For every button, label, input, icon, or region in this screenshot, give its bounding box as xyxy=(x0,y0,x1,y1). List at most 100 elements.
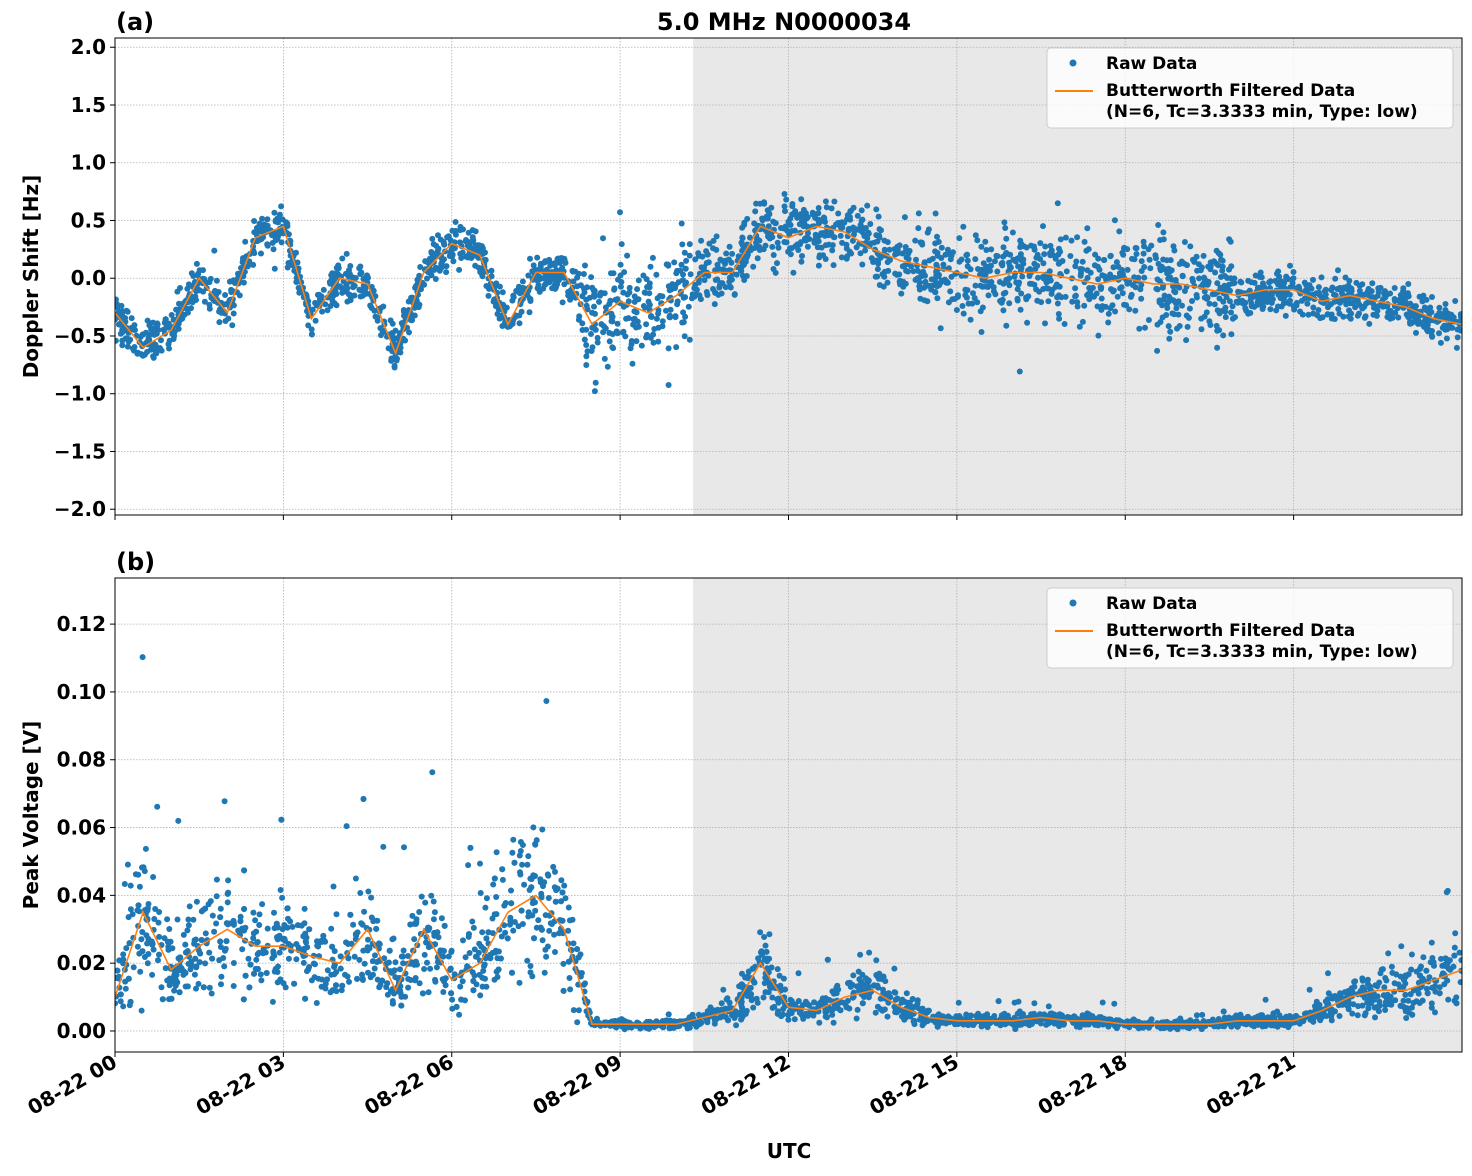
raw-data-point xyxy=(164,916,170,922)
raw-data-point xyxy=(621,269,627,275)
raw-data-point xyxy=(182,970,188,976)
raw-data-point xyxy=(1219,268,1225,274)
raw-data-point xyxy=(528,296,534,302)
raw-data-point xyxy=(380,304,386,310)
raw-data-point xyxy=(1393,971,1399,977)
raw-data-point xyxy=(517,869,523,875)
raw-data-point xyxy=(882,238,888,244)
raw-data-point xyxy=(954,307,960,313)
raw-data-point xyxy=(1095,264,1101,270)
raw-data-point xyxy=(775,966,781,972)
raw-data-point xyxy=(844,216,850,222)
raw-data-point xyxy=(356,287,362,293)
raw-data-point xyxy=(619,241,625,247)
raw-data-point xyxy=(1355,313,1361,319)
raw-data-point xyxy=(362,961,368,967)
raw-data-point xyxy=(214,893,220,899)
raw-data-point xyxy=(407,922,413,928)
raw-data-point xyxy=(1077,324,1083,330)
raw-data-point xyxy=(360,276,366,282)
raw-data-point xyxy=(859,262,865,268)
raw-data-point xyxy=(175,818,181,824)
raw-data-point xyxy=(1212,301,1218,307)
raw-data-point xyxy=(1348,316,1354,322)
raw-data-point xyxy=(303,940,309,946)
raw-data-point xyxy=(203,930,209,936)
raw-data-point xyxy=(166,926,172,932)
raw-data-point xyxy=(1306,312,1312,318)
raw-data-point xyxy=(1187,306,1193,312)
raw-data-point xyxy=(416,909,422,915)
raw-data-point xyxy=(1432,983,1438,989)
raw-data-point xyxy=(1418,964,1424,970)
raw-data-point xyxy=(149,972,155,978)
raw-data-point xyxy=(319,977,325,983)
raw-data-point xyxy=(593,380,599,386)
raw-data-point xyxy=(764,216,770,222)
raw-data-point xyxy=(1436,305,1442,311)
raw-data-point xyxy=(856,969,862,975)
raw-data-point xyxy=(956,1000,962,1006)
raw-data-point xyxy=(1278,290,1284,296)
raw-data-point xyxy=(486,293,492,299)
raw-data-point xyxy=(667,313,673,319)
raw-data-point xyxy=(916,1005,922,1011)
raw-data-point xyxy=(1111,1001,1117,1007)
raw-data-point xyxy=(713,247,719,253)
raw-data-point xyxy=(1355,1003,1361,1009)
raw-data-point xyxy=(521,882,527,888)
raw-data-point xyxy=(576,317,582,323)
raw-data-point xyxy=(1374,313,1380,319)
raw-data-point xyxy=(717,282,723,288)
raw-data-point xyxy=(357,890,363,896)
raw-data-point xyxy=(255,966,261,972)
raw-data-point xyxy=(1328,287,1334,293)
raw-data-point xyxy=(142,954,148,960)
raw-data-point xyxy=(552,949,558,955)
raw-data-point xyxy=(875,266,881,272)
raw-data-point xyxy=(1424,327,1430,333)
raw-data-point xyxy=(956,235,962,241)
raw-data-point xyxy=(429,769,435,775)
raw-data-point xyxy=(688,271,694,277)
raw-data-point xyxy=(874,258,880,264)
raw-data-point xyxy=(517,290,523,296)
raw-data-point xyxy=(774,260,780,266)
raw-data-point xyxy=(476,950,482,956)
raw-data-point xyxy=(948,256,954,262)
raw-data-point xyxy=(1455,334,1461,340)
raw-data-point xyxy=(583,353,589,359)
raw-data-point xyxy=(269,955,275,961)
raw-data-point xyxy=(510,293,516,299)
raw-data-point xyxy=(1141,251,1147,257)
raw-data-point xyxy=(140,654,146,660)
raw-data-point xyxy=(210,913,216,919)
raw-data-point xyxy=(1202,278,1208,284)
raw-data-point xyxy=(1392,980,1398,986)
raw-data-point xyxy=(1173,301,1179,307)
raw-data-point xyxy=(1371,305,1377,311)
raw-data-point xyxy=(431,916,437,922)
raw-data-point xyxy=(839,225,845,231)
raw-data-point xyxy=(302,996,308,1002)
raw-data-point xyxy=(1194,295,1200,301)
raw-data-point xyxy=(761,995,767,1001)
raw-data-point xyxy=(979,329,985,335)
raw-data-point xyxy=(1369,280,1375,286)
raw-data-point xyxy=(209,991,215,997)
raw-data-point xyxy=(588,331,594,337)
raw-data-point xyxy=(1182,239,1188,245)
raw-data-point xyxy=(136,902,142,908)
raw-data-point xyxy=(894,996,900,1002)
raw-data-point xyxy=(769,234,775,240)
raw-data-point xyxy=(271,246,277,252)
raw-data-point xyxy=(480,273,486,279)
raw-data-point xyxy=(1042,244,1048,250)
raw-data-point xyxy=(530,824,536,830)
raw-data-point xyxy=(844,246,850,252)
raw-data-point xyxy=(1310,305,1316,311)
raw-data-point xyxy=(1441,323,1447,329)
raw-data-point xyxy=(440,954,446,960)
raw-data-point xyxy=(1196,275,1202,281)
